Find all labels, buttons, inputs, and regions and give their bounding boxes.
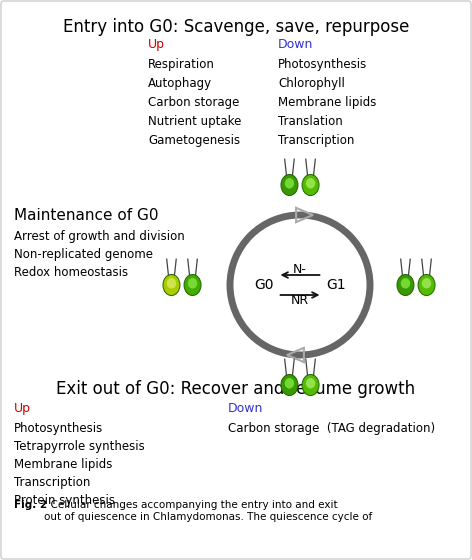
Ellipse shape <box>184 274 201 296</box>
Text: Membrane lipids: Membrane lipids <box>278 96 376 109</box>
Text: Cellular changes accompanying the entry into and exit
out of quiescence in Chlam: Cellular changes accompanying the entry … <box>44 500 372 521</box>
Ellipse shape <box>281 175 298 195</box>
Text: Up: Up <box>148 38 165 51</box>
Text: Photosynthesis: Photosynthesis <box>278 58 367 71</box>
Ellipse shape <box>401 278 410 288</box>
Text: Photosynthesis: Photosynthesis <box>14 422 103 435</box>
Text: NR: NR <box>291 294 309 307</box>
Text: Transcription: Transcription <box>14 476 90 489</box>
Ellipse shape <box>306 178 315 189</box>
Ellipse shape <box>302 375 319 395</box>
Ellipse shape <box>188 278 197 288</box>
Ellipse shape <box>397 274 414 296</box>
Text: Exit out of G0: Recover and resume growth: Exit out of G0: Recover and resume growt… <box>57 380 415 398</box>
Text: Non-replicated genome: Non-replicated genome <box>14 248 153 261</box>
Text: Maintenance of G0: Maintenance of G0 <box>14 208 159 223</box>
Text: Fig. 2: Fig. 2 <box>14 500 47 510</box>
Ellipse shape <box>285 178 294 189</box>
Text: Carbon storage  (TAG degradation): Carbon storage (TAG degradation) <box>228 422 435 435</box>
Ellipse shape <box>285 378 294 389</box>
Text: Redox homeostasis: Redox homeostasis <box>14 266 128 279</box>
Text: Tetrapyrrole synthesis: Tetrapyrrole synthesis <box>14 440 145 453</box>
Ellipse shape <box>281 375 298 395</box>
Text: Translation: Translation <box>278 115 343 128</box>
Text: Protein synthesis: Protein synthesis <box>14 494 115 507</box>
Text: Entry into G0: Scavenge, save, repurpose: Entry into G0: Scavenge, save, repurpose <box>63 18 409 36</box>
Text: Arrest of growth and division: Arrest of growth and division <box>14 230 185 243</box>
Ellipse shape <box>167 278 176 288</box>
Text: Transcription: Transcription <box>278 134 354 147</box>
Ellipse shape <box>302 175 319 195</box>
Ellipse shape <box>306 378 315 389</box>
Text: Membrane lipids: Membrane lipids <box>14 458 112 471</box>
Text: N-: N- <box>293 263 307 276</box>
Text: Gametogenesis: Gametogenesis <box>148 134 240 147</box>
Text: Down: Down <box>278 38 313 51</box>
Text: Down: Down <box>228 402 263 415</box>
Ellipse shape <box>422 278 431 288</box>
Text: G1: G1 <box>327 278 346 292</box>
Text: Carbon storage: Carbon storage <box>148 96 239 109</box>
Text: Nutrient uptake: Nutrient uptake <box>148 115 241 128</box>
Text: Autophagy: Autophagy <box>148 77 212 90</box>
Text: G0: G0 <box>254 278 273 292</box>
Text: Chlorophyll: Chlorophyll <box>278 77 345 90</box>
Text: Respiration: Respiration <box>148 58 215 71</box>
Ellipse shape <box>418 274 435 296</box>
Text: Up: Up <box>14 402 31 415</box>
Ellipse shape <box>163 274 180 296</box>
